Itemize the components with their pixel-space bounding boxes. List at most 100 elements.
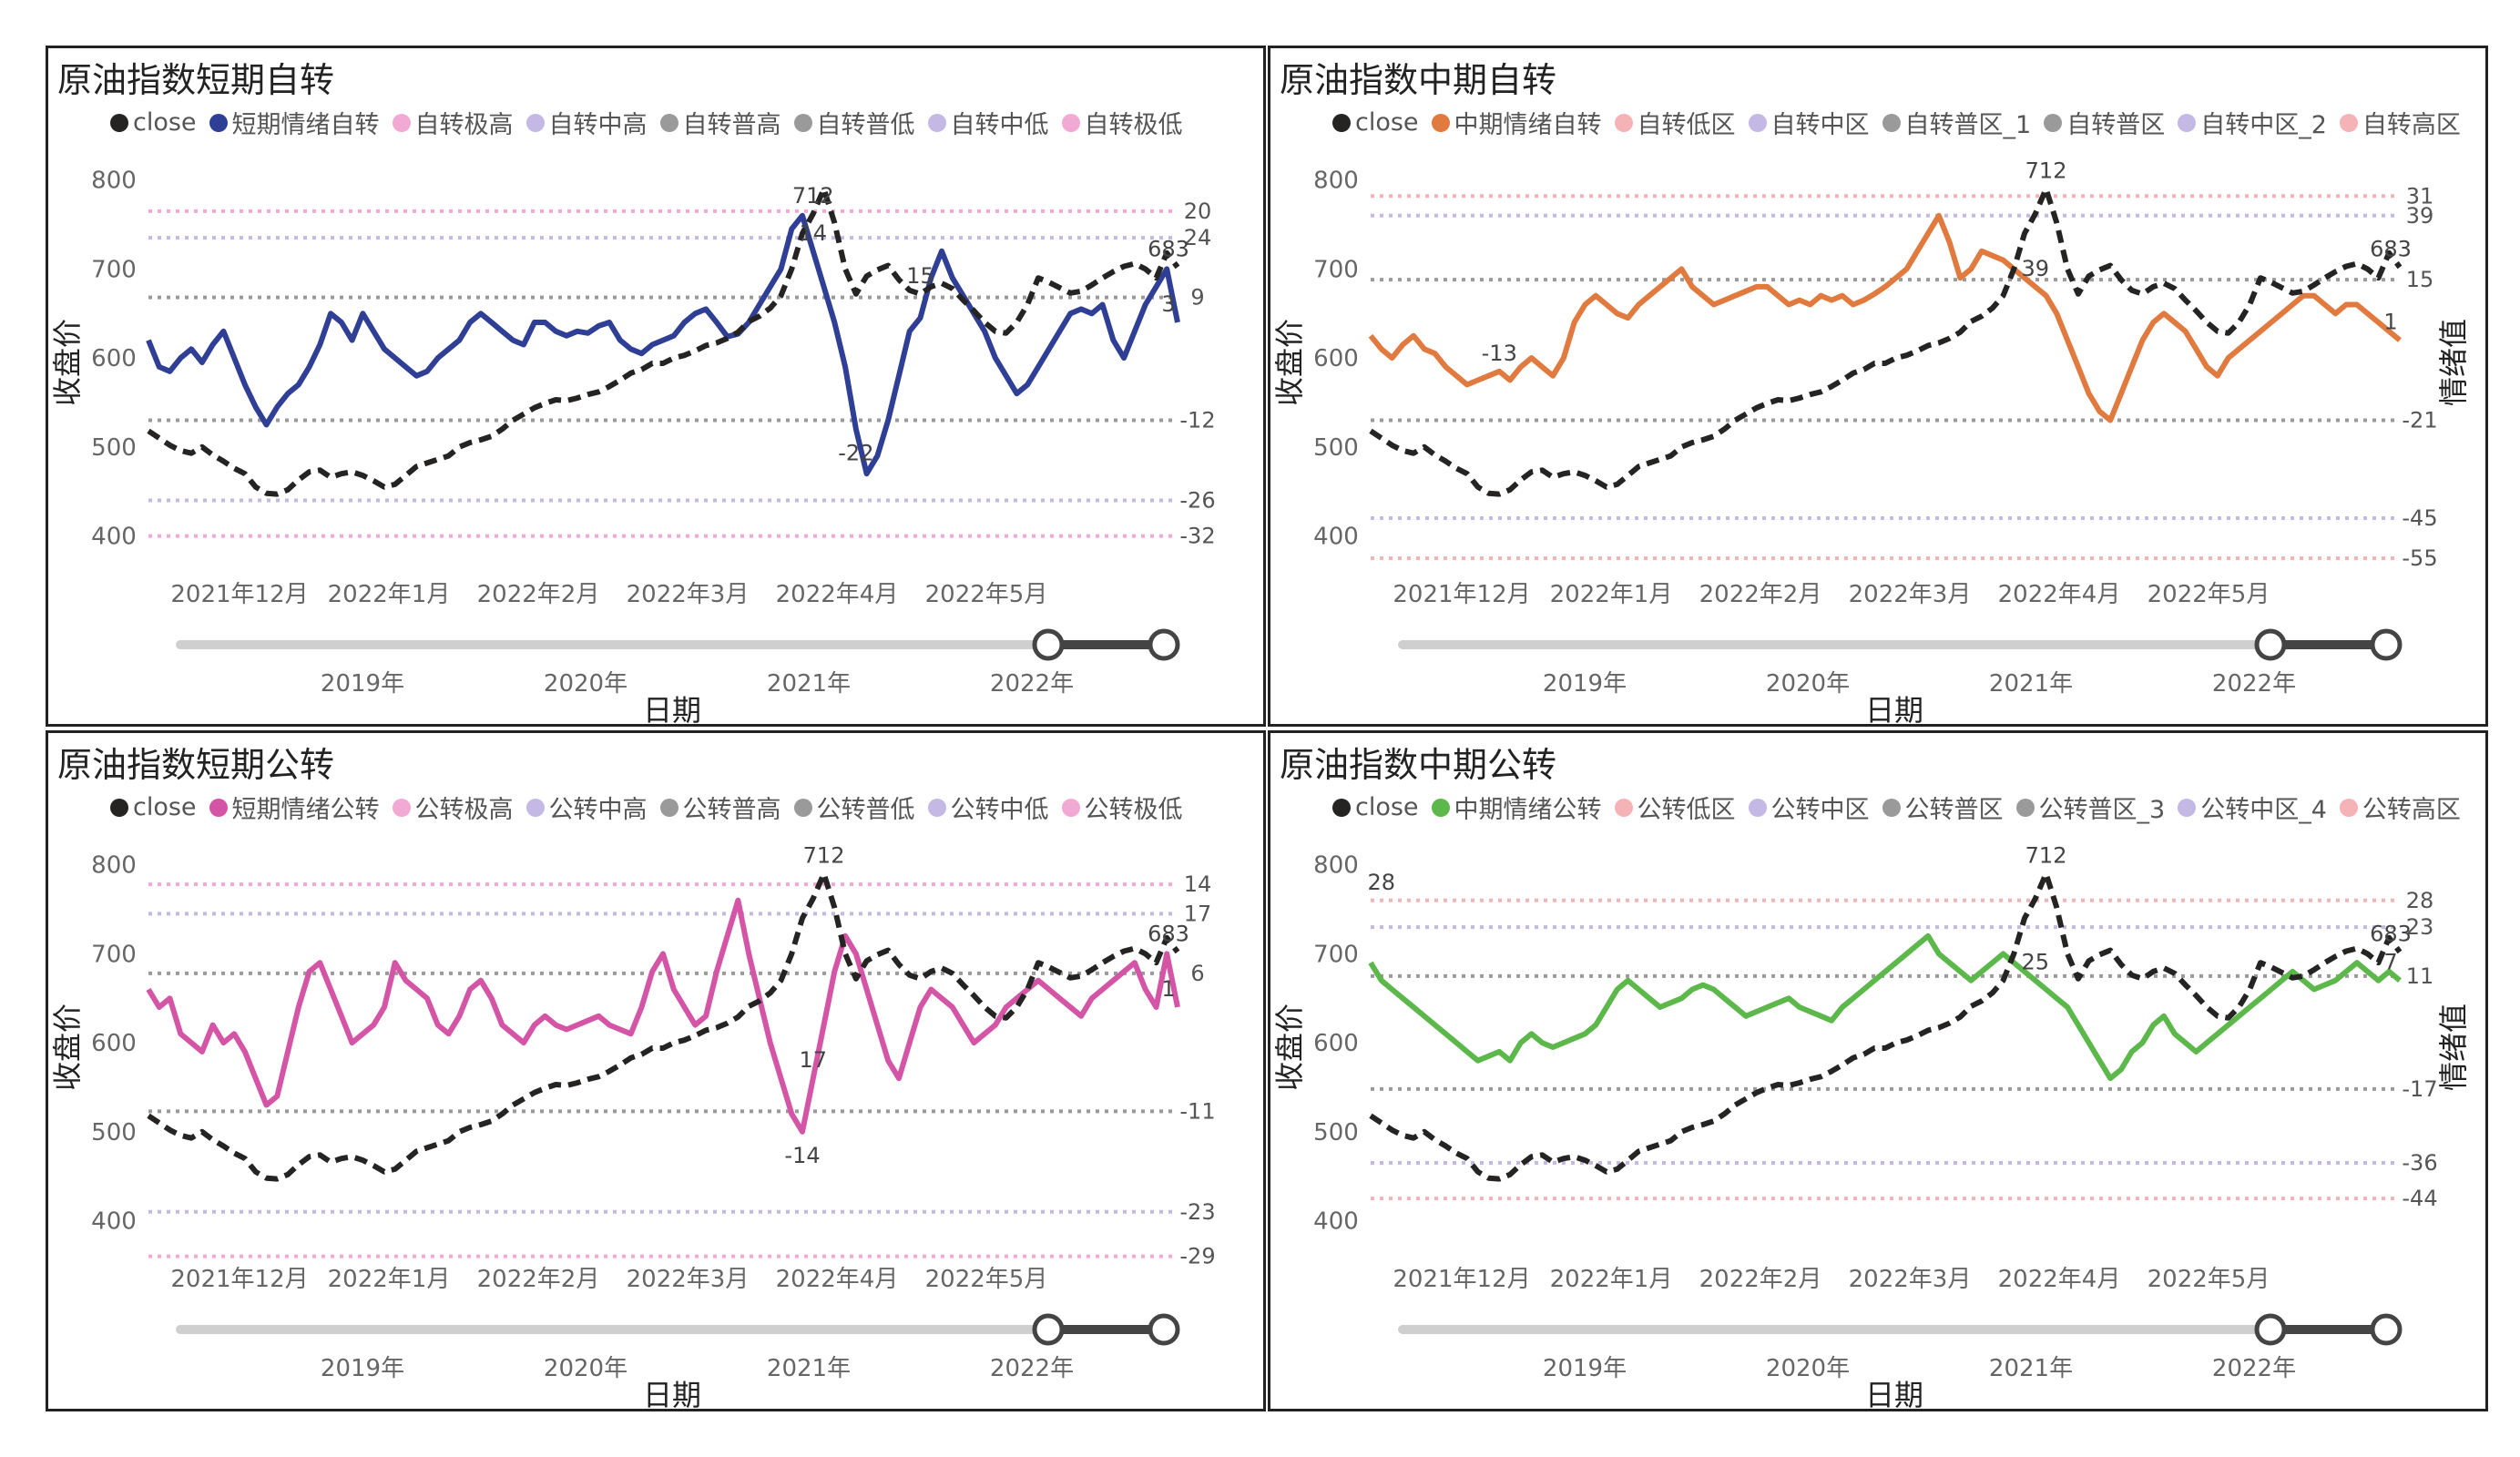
data-label: 1 xyxy=(2383,310,2397,335)
reference-label: 23 xyxy=(2406,914,2434,940)
slider-handle-end[interactable] xyxy=(1148,1313,1180,1346)
y-tick-label: 700 xyxy=(91,256,137,283)
reference-label: 6 xyxy=(1190,961,1204,986)
y-tick-label: 800 xyxy=(91,852,137,880)
legend-item[interactable]: 公转普低 xyxy=(793,790,915,825)
legend-label: 自转普区 xyxy=(2066,111,2166,139)
slider-handle-start[interactable] xyxy=(1032,1313,1065,1346)
x-tick-label: 2022年1月 xyxy=(328,1266,451,1293)
legend-item[interactable]: 公转中高 xyxy=(525,790,648,825)
legend-item[interactable]: 自转普区_1 xyxy=(1882,105,2031,140)
reference-label: -11 xyxy=(1179,1098,1215,1124)
y-tick-label: 400 xyxy=(91,524,137,551)
legend-item[interactable]: 自转高区 xyxy=(2339,105,2461,140)
chart-svg: 400500600700800282311-17-36-442871225683… xyxy=(1272,842,2471,1409)
legend-item[interactable]: 公转中区_4 xyxy=(2178,790,2327,825)
reference-label: -23 xyxy=(1179,1199,1215,1225)
x-tick-label: 2022年2月 xyxy=(477,1266,600,1293)
legend-item[interactable]: 公转极高 xyxy=(392,790,514,825)
slider-handle-start[interactable] xyxy=(2254,1313,2287,1346)
legend-item[interactable]: close xyxy=(110,790,197,825)
y-tick-label: 700 xyxy=(1313,941,1359,968)
legend-dot-icon xyxy=(1061,798,1080,817)
legend-item[interactable]: 自转中高 xyxy=(525,105,648,140)
legend-item[interactable]: 公转中低 xyxy=(927,790,1049,825)
panel-title: 原油指数中期公转 xyxy=(1280,745,1557,785)
legend-item[interactable]: 公转极低 xyxy=(1061,790,1183,825)
y-tick-label: 400 xyxy=(1313,1208,1359,1236)
sentiment-series-line xyxy=(1368,212,2402,423)
legend-item[interactable]: 公转普区 xyxy=(1882,790,2004,825)
sentiment-series-line xyxy=(146,212,1180,477)
legend-item[interactable]: 自转中区_2 xyxy=(2178,105,2327,140)
legend-dot-icon xyxy=(1748,113,1767,132)
legend-item[interactable]: close xyxy=(1332,105,1419,140)
legend-dot-icon xyxy=(1882,113,1901,132)
reference-label: 28 xyxy=(2406,888,2434,913)
legend-label: close xyxy=(1355,793,1419,821)
data-label: 683 xyxy=(2370,236,2412,261)
slider-handle-end[interactable] xyxy=(1148,628,1180,661)
x-tick-label: 2022年3月 xyxy=(1849,581,1972,608)
legend-item[interactable]: 自转普区 xyxy=(2044,105,2165,140)
legend-dot-icon xyxy=(1431,113,1450,132)
legend-label: 公转普区_3 xyxy=(2038,796,2166,824)
legend-label: 中期情绪自转 xyxy=(1454,111,1602,139)
y2-axis-title: 情绪值 xyxy=(2436,319,2471,406)
legend-item[interactable]: 自转极高 xyxy=(392,105,514,140)
legend-dot-icon xyxy=(2178,798,2197,817)
legend-item[interactable]: 公转普区_3 xyxy=(2015,790,2166,825)
legend-item[interactable]: 短期情绪公转 xyxy=(209,790,380,825)
legend-item[interactable]: close xyxy=(1332,790,1419,825)
x-tick-label: 2022年3月 xyxy=(1849,1266,1972,1293)
slider-tick-label: 2019年 xyxy=(1543,670,1627,698)
legend-item[interactable]: 自转普高 xyxy=(659,105,781,140)
legend-dot-icon xyxy=(525,113,545,132)
legend-item[interactable]: 公转低区 xyxy=(1614,790,1736,825)
legend-item[interactable]: close xyxy=(110,105,197,140)
reference-label: -55 xyxy=(2402,545,2437,571)
x-tick-label: 2022年1月 xyxy=(1550,581,1673,608)
data-label: -22 xyxy=(838,440,873,465)
slider-handle-start[interactable] xyxy=(1032,628,1065,661)
data-label: 39 xyxy=(2022,256,2050,281)
slider-handle-start[interactable] xyxy=(2254,628,2287,661)
legend-item[interactable]: 中期情绪自转 xyxy=(1431,105,1602,140)
legend-item[interactable]: 公转普高 xyxy=(659,790,781,825)
legend-item[interactable]: 公转高区 xyxy=(2339,790,2461,825)
legend-label: close xyxy=(133,793,197,821)
panel-title: 原油指数短期公转 xyxy=(57,745,335,785)
legend-label: 公转中低 xyxy=(950,796,1049,824)
slider-tick-label: 2020年 xyxy=(544,670,627,698)
close-series-line xyxy=(1369,871,2403,1182)
legend-item[interactable]: 公转中区 xyxy=(1748,790,1870,825)
y-tick-label: 500 xyxy=(91,1119,137,1146)
legend-item[interactable]: 自转极低 xyxy=(1061,105,1183,140)
legend-item[interactable]: 短期情绪自转 xyxy=(209,105,380,140)
panel-short-revolution: 原油指数短期公转 close 短期情绪公转 公转极高 公转中高 公转普高 公转普低 公转中低… xyxy=(46,730,1266,1411)
legend-label: 短期情绪公转 xyxy=(231,796,380,824)
slider-handle-end[interactable] xyxy=(2370,628,2403,661)
legend-item[interactable]: 自转中低 xyxy=(927,105,1049,140)
legend-item[interactable]: 中期情绪公转 xyxy=(1431,790,1602,825)
legend-item[interactable]: 自转低区 xyxy=(1614,105,1736,140)
x-tick-label: 2021年12月 xyxy=(1393,1266,1530,1293)
legend-label: 自转中区_2 xyxy=(2200,111,2327,139)
x-tick-label: 2022年1月 xyxy=(328,581,451,608)
legend-item[interactable]: 自转中区 xyxy=(1748,105,1870,140)
legend-label: 自转高区 xyxy=(2362,111,2461,139)
legend-dot-icon xyxy=(392,113,411,132)
legend-dot-icon xyxy=(1332,113,1351,132)
legend-label: 自转中区 xyxy=(1770,111,1870,139)
data-label: 683 xyxy=(1148,236,1189,261)
x-tick-label: 2022年5月 xyxy=(2148,1266,2270,1293)
slider-tick-label: 2020年 xyxy=(1766,670,1850,698)
legend-label: 自转中低 xyxy=(950,111,1049,139)
data-label: 7 xyxy=(2383,950,2397,975)
legend-dot-icon xyxy=(525,798,545,817)
slider-handle-end[interactable] xyxy=(2370,1313,2403,1346)
reference-label: -29 xyxy=(1179,1244,1215,1269)
legend-label: 公转中区_4 xyxy=(2200,796,2327,824)
legend-item[interactable]: 自转普低 xyxy=(793,105,915,140)
reference-label: 14 xyxy=(1184,871,1212,897)
